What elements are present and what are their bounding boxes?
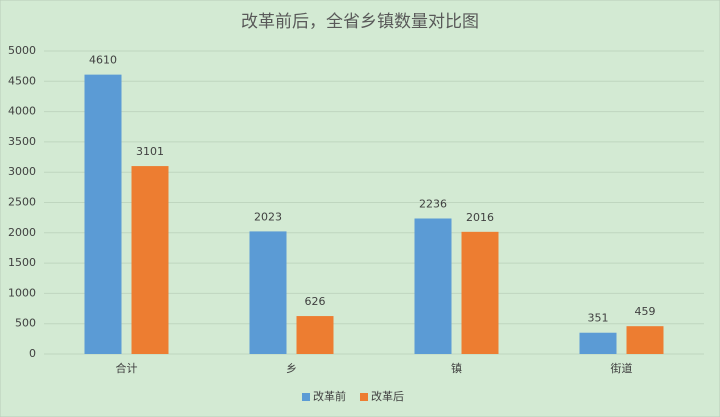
y-tick-label: 5000 <box>8 44 36 57</box>
x-tick-label: 镇 <box>451 361 462 375</box>
data-label: 626 <box>305 295 326 308</box>
bar <box>249 231 287 354</box>
y-tick-label: 2500 <box>8 196 36 209</box>
x-tick-label: 街道 <box>611 361 633 375</box>
y-tick-label: 3000 <box>8 165 36 178</box>
legend-label: 改革前 <box>313 389 346 403</box>
y-tick-label: 4000 <box>8 105 36 118</box>
data-label: 351 <box>588 312 609 325</box>
y-tick-label: 1500 <box>8 256 36 269</box>
x-tick-label: 合计 <box>116 361 138 375</box>
legend-swatch <box>360 393 368 401</box>
bar <box>296 316 334 354</box>
bar <box>414 218 452 354</box>
y-tick-label: 1000 <box>8 286 36 299</box>
data-label: 2016 <box>466 211 494 224</box>
data-label: 459 <box>635 305 656 318</box>
data-label: 3101 <box>136 145 164 158</box>
data-label: 4610 <box>89 54 117 67</box>
legend-swatch <box>302 393 310 401</box>
bar <box>131 166 169 354</box>
data-label: 2023 <box>254 210 282 223</box>
bar <box>461 231 499 354</box>
y-tick-label: 2000 <box>8 226 36 239</box>
bar <box>84 74 122 354</box>
y-tick-label: 3500 <box>8 135 36 148</box>
y-tick-label: 0 <box>29 347 36 360</box>
data-label: 2236 <box>419 197 447 210</box>
y-tick-label: 4500 <box>8 74 36 87</box>
x-tick-label: 乡 <box>286 362 297 375</box>
bar <box>626 326 664 354</box>
chart-title: 改革前后，全省乡镇数量对比图 <box>241 12 479 32</box>
bar <box>579 332 617 354</box>
legend-label: 改革后 <box>371 389 404 403</box>
y-tick-label: 500 <box>15 317 36 330</box>
